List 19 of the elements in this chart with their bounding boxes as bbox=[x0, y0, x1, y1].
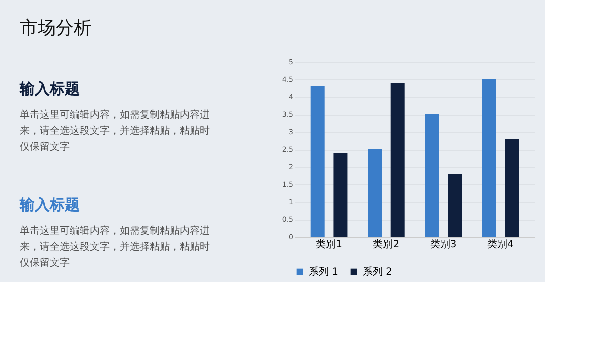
x-tick-label: 类别1 bbox=[316, 238, 342, 250]
legend-label: 系列 1 bbox=[309, 266, 339, 278]
legend-label: 系列 2 bbox=[363, 266, 393, 278]
bar bbox=[390, 83, 405, 237]
text: 市场分析 bbox=[20, 18, 92, 39]
bar bbox=[368, 150, 382, 237]
bar bbox=[334, 153, 348, 237]
bar bbox=[482, 80, 496, 237]
text: 单击这里可编辑内容，如需复制粘贴内容进来，请全选这段文字，并选择粘贴，粘贴时仅保留文字 bbox=[20, 109, 210, 153]
text: 输入标题 bbox=[19, 196, 80, 214]
bar bbox=[505, 139, 520, 237]
text: 输入标题 bbox=[19, 80, 80, 98]
text: 单击这里可编辑内容，如需复制粘贴内容进来，请全选这段文字，并选择粘贴，粘贴时仅保留文字 bbox=[20, 225, 210, 269]
x-tick-label: 类别2 bbox=[373, 238, 400, 250]
bar bbox=[310, 86, 325, 237]
bar bbox=[425, 114, 440, 237]
x-tick-label: 类别4 bbox=[488, 238, 514, 250]
bar bbox=[448, 174, 462, 237]
x-tick-label: 类别3 bbox=[430, 238, 457, 250]
